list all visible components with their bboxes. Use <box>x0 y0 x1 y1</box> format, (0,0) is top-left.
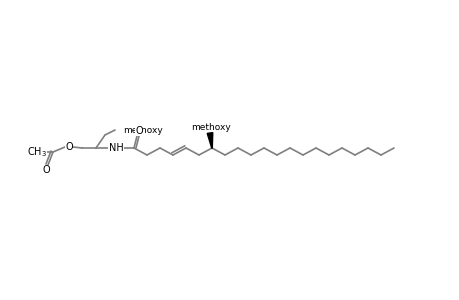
Text: NH: NH <box>108 143 123 153</box>
Text: methoxy: methoxy <box>123 125 162 134</box>
Text: O: O <box>65 142 73 152</box>
Text: CH$_3$: CH$_3$ <box>27 145 47 159</box>
Text: O: O <box>135 126 142 136</box>
Text: O: O <box>42 165 50 175</box>
Text: methoxy: methoxy <box>190 122 230 131</box>
Polygon shape <box>207 133 213 148</box>
